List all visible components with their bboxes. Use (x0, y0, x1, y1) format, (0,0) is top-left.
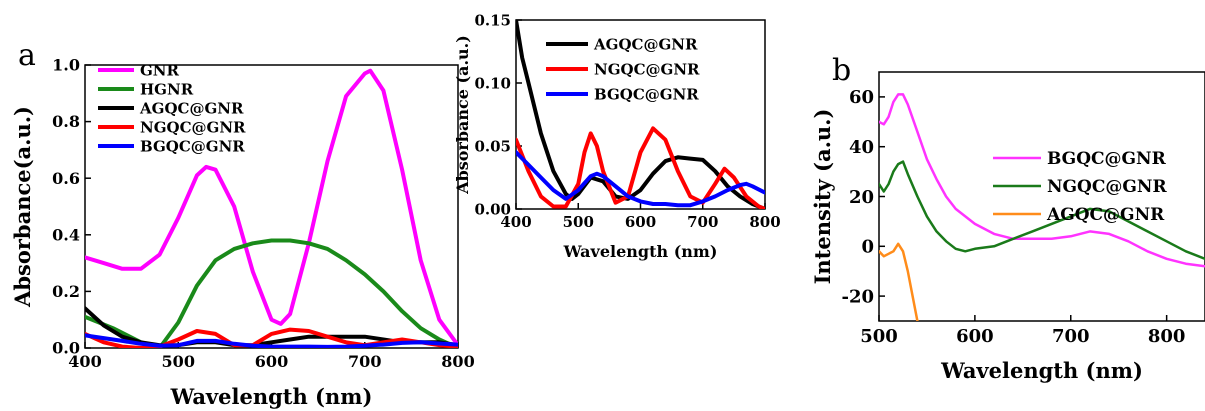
x-tick-label: 500 (860, 326, 898, 347)
series-line-bgqc-gnr (879, 93, 1205, 268)
x-axis-label: Wavelength (nm) (940, 358, 1143, 383)
y-tick-label: 0.0 (52, 339, 80, 358)
y-tick-label: 0.8 (52, 112, 80, 131)
series-line-ngqc-gnr (516, 126, 765, 209)
panel-label-a: a (18, 38, 36, 73)
x-axis-label: Wavelength (nm) (170, 384, 373, 409)
x-tick-label: 400 (500, 213, 531, 231)
x-tick-label: 600 (255, 352, 288, 371)
legend-label: NGQC@GNR (594, 60, 700, 78)
legend-label: BGQC@GNR (1047, 149, 1167, 169)
legend-label: AGQC@GNR (139, 99, 244, 117)
x-tick-label: 600 (625, 213, 656, 231)
legend-label: BGQC@GNR (140, 137, 245, 155)
chart-panel-a: 400 500 600 700 800 0.0 0.2 0.4 0.6 0.8 1.0 Wavelen… (10, 56, 475, 409)
series-line-gnr (85, 68, 458, 348)
legend-label: NGQC@GNR (1047, 177, 1167, 197)
y-tick-label: 0.4 (52, 225, 80, 244)
chart-panel-b: 500 600 700 800 -20 0 20 40 60 Wavelength (nm) Int… (810, 71, 1205, 383)
y-axis-label: Intensity (a.u.) (810, 109, 835, 285)
x-tick-label: 500 (563, 213, 594, 231)
series-line-ngqc-gnr (85, 327, 458, 348)
series-line-agqc-gnr (879, 242, 919, 321)
y-tick-label: 0 (861, 237, 874, 258)
legend-label: BGQC@GNR (594, 85, 699, 103)
x-tick-label: 700 (1052, 326, 1090, 347)
x-tick-label: 800 (1148, 326, 1186, 347)
series-line-bgqc-gnr (516, 150, 765, 208)
x-axis-label: Wavelength (nm) (563, 242, 718, 261)
x-tick-label: 800 (441, 352, 474, 371)
y-tick-label: 60 (849, 87, 874, 108)
y-tick-label: 0.00 (474, 200, 511, 218)
series-line-ngqc-gnr (879, 160, 1205, 261)
x-tick-label: 700 (687, 213, 718, 231)
y-tick-label: 0.2 (52, 282, 80, 301)
y-tick-label: 0.15 (474, 11, 511, 29)
y-tick-label: 1.0 (52, 56, 80, 75)
y-axis-label: Absorbance (a.u.) (453, 35, 472, 195)
y-axis-label: Absorbance(a.u.) (10, 106, 35, 308)
y-tick-label: 0.6 (52, 169, 80, 188)
y-tick-label: 40 (849, 137, 874, 158)
x-tick-label: 800 (749, 213, 780, 231)
legend-label: AGQC@GNR (593, 35, 698, 53)
x-tick-label: 500 (162, 352, 195, 371)
y-tick-label: 20 (849, 187, 874, 208)
series-line-bgqc-gnr (85, 333, 458, 348)
x-tick-label: 400 (68, 352, 101, 371)
x-tick-label: 700 (348, 352, 381, 371)
y-tick-label: -20 (841, 286, 874, 307)
legend-label: NGQC@GNR (140, 118, 246, 136)
legend-label: GNR (140, 61, 180, 79)
legend-label: AGQC@GNR (1046, 205, 1165, 225)
y-tick-label: 0.05 (474, 137, 511, 155)
chart-panel-inset: 400 500 600 700 800 0.00 0.05 0.10 0.15 Wavelengt… (453, 11, 781, 261)
panel-label-b: b (832, 53, 851, 88)
x-tick-label: 600 (956, 326, 994, 347)
legend-label: HGNR (140, 80, 194, 98)
y-tick-label: 0.10 (474, 74, 511, 92)
